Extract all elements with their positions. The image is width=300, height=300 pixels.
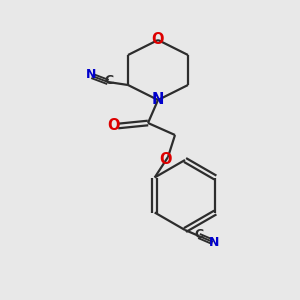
Text: O: O xyxy=(152,32,164,47)
Text: C: C xyxy=(104,74,114,88)
Text: O: O xyxy=(107,118,119,134)
Text: C: C xyxy=(194,229,204,242)
Text: N: N xyxy=(86,68,96,82)
Text: N: N xyxy=(209,236,219,248)
Text: O: O xyxy=(159,152,171,167)
Text: N: N xyxy=(152,92,164,107)
